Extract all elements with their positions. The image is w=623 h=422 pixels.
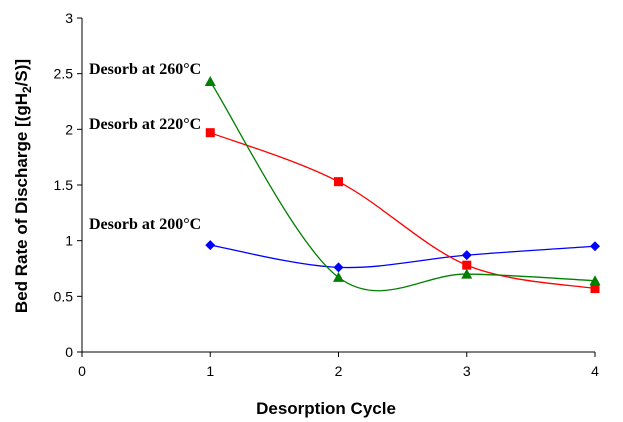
y-axis-title: Bed Rate of Discharge [(gH2/S)] [12, 59, 34, 313]
y-axis-title-main: Bed Rate of Discharge [(gH [12, 93, 31, 313]
x-axis-ticks: 0 1 2 3 4 [78, 352, 599, 379]
y-tick-label: 0 [65, 344, 73, 360]
y-tick-label: 3 [65, 10, 73, 26]
x-tick-label: 1 [206, 363, 214, 379]
y-tick-label: 2.5 [54, 66, 74, 82]
data-point-diamond [205, 240, 216, 251]
data-point-triangle [204, 75, 216, 86]
y-tick-label: 0.5 [54, 288, 74, 304]
series-label-260: Desorb at 260°C [89, 61, 201, 78]
data-point-square [462, 260, 472, 270]
x-tick-label: 3 [463, 363, 471, 379]
series-line-2 [209, 81, 596, 292]
x-tick-label: 0 [78, 363, 86, 379]
data-point-square [205, 128, 215, 138]
y-tick-label: 2 [65, 121, 73, 137]
y-tick-label: 1 [65, 233, 73, 249]
x-tick-label: 4 [591, 363, 599, 379]
data-point-square [590, 284, 600, 294]
y-tick-label: 1.5 [54, 177, 74, 193]
x-tick-label: 2 [335, 363, 343, 379]
x-axis-title: Desorption Cycle [256, 399, 396, 418]
series-lines [209, 81, 596, 292]
series-label-200: Desorb at 200°C [89, 216, 201, 233]
series-label-220: Desorb at 220°C [89, 116, 201, 133]
data-point-triangle [589, 275, 601, 286]
y-axis-title-subscript: 2 [20, 86, 34, 93]
data-point-diamond [333, 262, 344, 273]
data-point-diamond [590, 241, 600, 252]
data-point-triangle [333, 271, 344, 282]
series-line-1 [210, 132, 596, 290]
data-point-triangle [461, 268, 473, 279]
data-point-diamond [461, 250, 472, 261]
y-axis-ticks: 0 0.5 1 1.5 2 2.5 3 [54, 10, 82, 360]
series-markers [204, 75, 601, 294]
plot-area: 0 0.5 1 1.5 2 2.5 3 0 1 2 3 4 [54, 10, 601, 379]
data-point-square [334, 177, 343, 187]
series-line-0 [210, 244, 596, 269]
y-axis-title-end: /S)] [12, 59, 31, 86]
